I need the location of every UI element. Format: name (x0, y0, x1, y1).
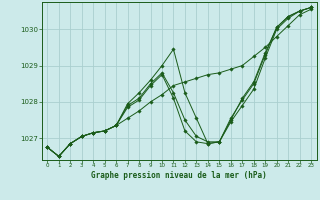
X-axis label: Graphe pression niveau de la mer (hPa): Graphe pression niveau de la mer (hPa) (91, 171, 267, 180)
